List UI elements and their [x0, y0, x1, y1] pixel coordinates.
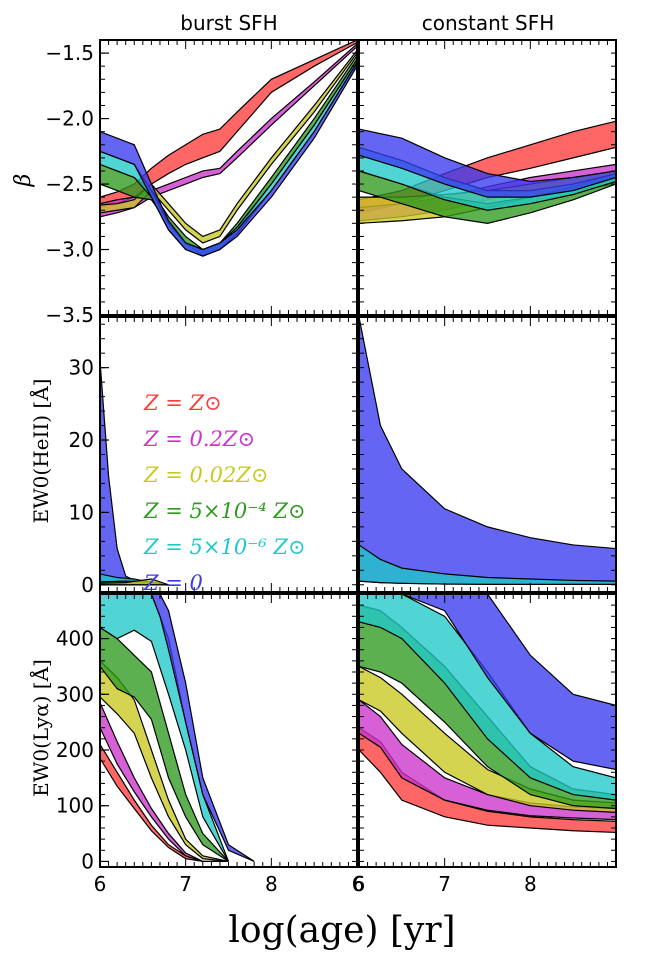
band-lya-burst: [100, 702, 229, 862]
legend-entry: Z = Z⊙: [143, 391, 222, 415]
series-line: [100, 696, 229, 863]
x-tick-label: 8: [524, 872, 537, 896]
band-heii-burst: [100, 360, 160, 585]
legend-entry: Z = 5×10⁻⁴ Z⊙: [143, 499, 306, 523]
band-beta-constant: [359, 129, 616, 198]
series-line: [359, 621, 616, 801]
x-tick-label: 8: [265, 872, 278, 896]
band-heii-constant: [359, 544, 616, 585]
series-line: [100, 666, 229, 862]
y-tick-label: −2.0: [45, 107, 94, 131]
series-line: [359, 317, 616, 550]
series-line: [359, 665, 616, 810]
band-lya-constant: [359, 594, 616, 801]
y-axis-label-beta: β: [11, 174, 36, 188]
y-tick-label: −3.0: [45, 238, 94, 262]
band-beta-constant: [359, 147, 616, 211]
series-line: [100, 65, 357, 257]
series-line: [151, 594, 255, 862]
panel-lya-constant: 6 7 8: [353, 593, 617, 896]
series-line: [150, 594, 255, 862]
band-beta-burst: [100, 43, 357, 217]
y-axis-label-heii: EW0(HeII) [Å]: [28, 379, 53, 524]
y-tick-label: 100: [56, 794, 94, 818]
y-tick-label: 10: [69, 500, 94, 524]
series-line: [100, 43, 357, 205]
legend-entry: Z = 0.2Z⊙: [143, 427, 255, 451]
series-line: [359, 594, 616, 707]
column-title-constant: constant SFH: [422, 11, 555, 35]
column-title-burst: burst SFH: [180, 11, 277, 35]
y-tick-label: 400: [56, 627, 94, 651]
legend-entry: Z = 5×10⁻⁶ Z⊙: [143, 535, 306, 559]
series-line: [359, 732, 616, 821]
series-line: [100, 727, 229, 863]
series-line: [359, 749, 616, 834]
y-tick-label: 200: [56, 738, 94, 762]
series-line: [359, 183, 616, 224]
band-lya-burst: [100, 594, 229, 862]
panel-lya-burst: 0 100 200 300 400 6 7 8: [56, 593, 358, 896]
x-tick-label: 6: [352, 872, 365, 896]
y-tick-label: 0: [81, 573, 94, 597]
series-line: [359, 594, 616, 771]
y-tick-label: −1.5: [45, 41, 94, 65]
series-line: [100, 626, 229, 862]
x-tick-label: 7: [179, 872, 192, 896]
y-tick-label: 300: [56, 682, 94, 706]
series-line: [359, 699, 616, 813]
band-lya-constant: [359, 594, 616, 770]
legend-entry: Z = 0.02Z⊙: [143, 463, 268, 487]
y-tick-label: 0: [81, 849, 94, 873]
series-line: [100, 52, 357, 244]
panel-beta-constant: [358, 39, 617, 316]
band-beta-burst: [100, 40, 357, 208]
legend-entry: Z = 0: [143, 571, 203, 595]
series-line: [359, 128, 616, 183]
panel-beta-burst: −3.5 −3.0 −2.5 −2.0 −1.5: [45, 39, 358, 327]
legend: Z = Z⊙ Z = 0.2Z⊙ Z = 0.02Z⊙ Z = 5×10⁻⁴ Z⊙ Z …: [143, 391, 306, 595]
y-tick-label: 30: [69, 356, 94, 380]
series-line: [100, 626, 230, 862]
series-line: [359, 580, 616, 586]
x-tick-label: 6: [353, 872, 366, 896]
y-tick-label: −2.5: [45, 172, 94, 196]
series-line: [100, 50, 357, 238]
band-lya-burst: [100, 660, 229, 862]
series-line: [100, 578, 169, 586]
x-tick-label: 7: [438, 872, 451, 896]
x-tick-label: 6: [94, 872, 107, 896]
y-axis-label-lya: EW0(Lyα) [Å]: [28, 659, 53, 797]
x-axis-label: log(age) [yr]: [228, 910, 455, 951]
band-lya-constant: [359, 727, 616, 833]
series-line: [100, 61, 357, 251]
series-line: [359, 170, 616, 211]
y-tick-label: 20: [69, 428, 94, 452]
band-lya-burst: [100, 627, 229, 862]
band-heii-constant: [359, 317, 616, 585]
panel-heii-constant: [358, 316, 617, 593]
band-lya-burst: [151, 594, 255, 862]
series-line: [359, 544, 616, 582]
series-line: [359, 154, 616, 198]
y-tick-label: −3.5: [45, 303, 94, 327]
panel-heii-burst: 0 10 20 30: [69, 316, 358, 597]
